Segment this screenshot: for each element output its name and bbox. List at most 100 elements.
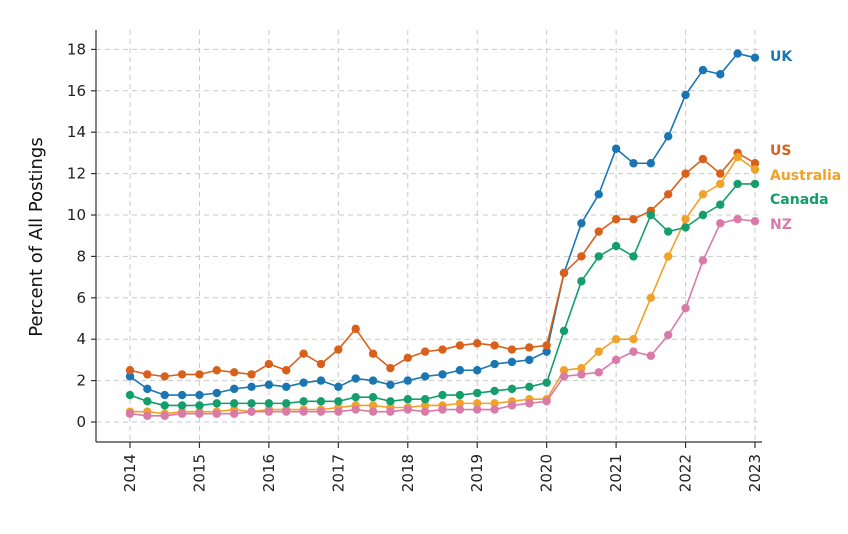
data-point <box>299 349 308 358</box>
data-point <box>177 370 187 379</box>
data-point <box>577 219 586 228</box>
data-point <box>438 370 447 379</box>
x-tick-label: 2016 <box>260 454 278 492</box>
y-tick-label: 16 <box>67 82 86 100</box>
legend-label-nz: NZ <box>770 217 792 233</box>
data-point <box>125 409 135 418</box>
data-point <box>420 395 430 404</box>
data-point <box>663 252 673 261</box>
data-point <box>663 330 673 340</box>
data-point <box>177 409 187 418</box>
data-point <box>716 179 725 189</box>
data-point <box>229 368 239 377</box>
data-point <box>750 165 760 174</box>
data-point <box>750 179 760 189</box>
data-point <box>420 347 430 356</box>
data-point <box>334 397 343 406</box>
x-tick-label: 2019 <box>468 454 486 492</box>
x-tick-label: 2015 <box>190 454 208 492</box>
data-point <box>733 152 742 162</box>
series-nz <box>125 214 760 420</box>
data-point <box>455 341 465 350</box>
data-point <box>264 359 274 369</box>
data-point <box>698 154 708 164</box>
data-point <box>611 355 621 365</box>
data-point <box>143 370 152 379</box>
data-point <box>334 345 343 354</box>
data-point <box>750 53 760 62</box>
data-point <box>403 353 412 363</box>
data-point <box>386 380 395 389</box>
data-point <box>282 366 291 375</box>
data-point <box>542 397 551 406</box>
data-point <box>160 411 169 420</box>
data-point <box>195 370 204 379</box>
series-line <box>129 218 756 417</box>
data-point <box>316 397 326 406</box>
data-point <box>420 401 430 410</box>
data-point <box>681 214 690 224</box>
data-point <box>386 407 395 416</box>
data-point <box>455 405 465 414</box>
data-point <box>403 376 412 385</box>
data-point <box>212 409 222 418</box>
data-point <box>681 90 690 100</box>
data-point <box>629 252 638 261</box>
x-tick-labels: 2014 2015 2016 2017 2018 2019 2020 2021 2022 2023 <box>121 454 764 492</box>
data-point <box>716 219 725 228</box>
data-point <box>629 335 638 344</box>
data-point <box>611 214 621 224</box>
data-point <box>594 347 603 356</box>
y-tick-label: 14 <box>67 123 86 141</box>
data-point <box>646 159 656 168</box>
data-point <box>386 363 395 373</box>
data-point <box>559 372 569 381</box>
data-point <box>264 399 274 408</box>
data-point <box>299 397 308 406</box>
data-point <box>681 223 690 232</box>
y-tick-label: 6 <box>76 289 86 307</box>
data-point <box>490 359 499 369</box>
data-point <box>473 405 482 414</box>
data-point <box>351 374 360 383</box>
data-point <box>733 49 742 58</box>
data-point <box>750 217 760 226</box>
data-point <box>750 159 760 168</box>
data-point <box>577 277 586 286</box>
data-point <box>229 384 239 394</box>
data-point <box>490 386 499 396</box>
data-point <box>629 347 638 356</box>
legend: UK US Australia Canada NZ <box>770 49 841 233</box>
data-point <box>663 190 673 199</box>
data-point <box>351 324 360 334</box>
data-point <box>507 384 517 394</box>
data-point <box>247 382 256 392</box>
data-point <box>212 388 222 398</box>
data-point <box>733 179 742 189</box>
data-point <box>698 210 708 220</box>
data-point <box>525 343 534 352</box>
data-point <box>316 407 326 416</box>
data-point <box>455 366 465 375</box>
legend-label-australia: Australia <box>770 168 841 184</box>
data-point <box>733 214 742 224</box>
data-point <box>368 392 378 402</box>
data-point <box>195 390 204 400</box>
x-tick-label: 2017 <box>329 454 347 492</box>
data-point <box>611 335 621 344</box>
y-tick-label: 8 <box>76 247 86 265</box>
data-point <box>490 399 499 408</box>
data-point <box>368 407 378 416</box>
data-point <box>577 252 586 261</box>
data-point <box>334 407 343 416</box>
data-point <box>282 399 291 408</box>
axes <box>91 30 762 448</box>
data-point <box>490 405 499 414</box>
data-point <box>455 399 465 408</box>
data-point <box>403 405 412 414</box>
y-tick-label: 18 <box>67 40 86 58</box>
data-point <box>368 349 378 358</box>
data-point <box>247 370 256 379</box>
data-point <box>594 190 603 199</box>
data-point <box>629 159 638 168</box>
